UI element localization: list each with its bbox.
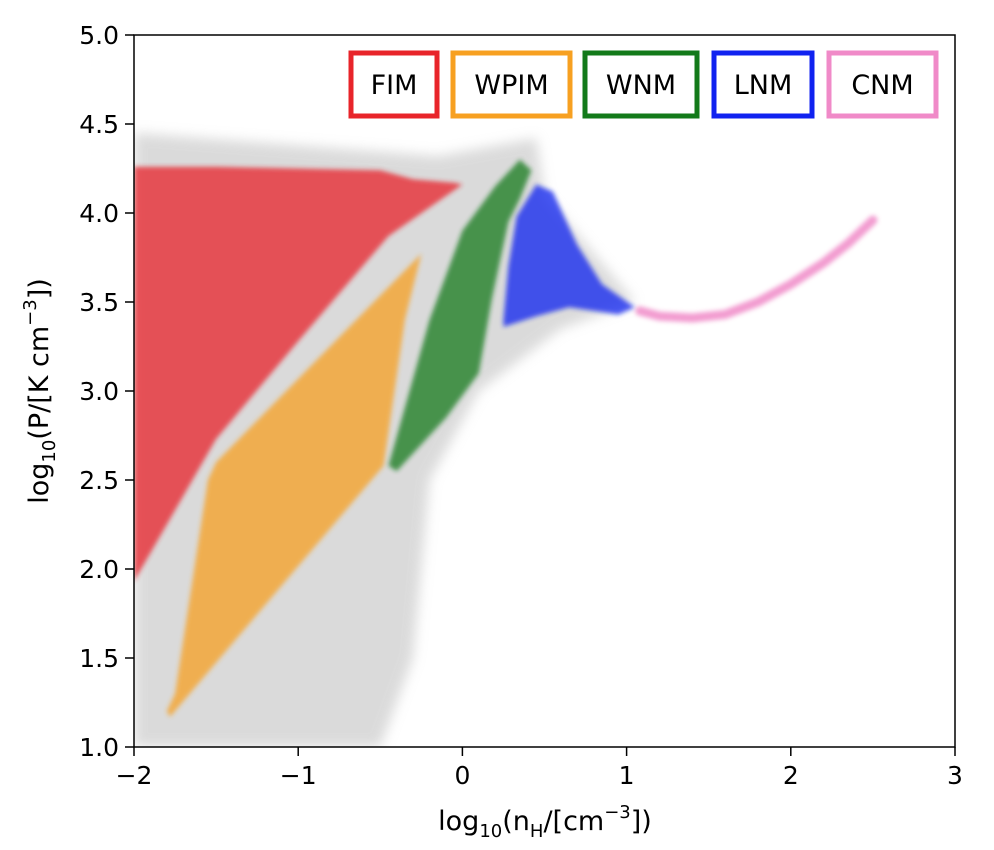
legend-box-lnm (711, 50, 815, 119)
legend-label-wpim: WPIM (474, 70, 548, 101)
legend-box-wpim (450, 50, 573, 119)
y-tick-label: 1.5 (79, 644, 119, 673)
x-tick-label: −2 (116, 761, 153, 790)
y-tick-label: 4.0 (79, 199, 119, 228)
region-wnm (388, 159, 532, 472)
x-tick-label: 2 (783, 761, 799, 790)
region-lnm (503, 184, 635, 327)
y-tick-label: 2.5 (79, 466, 119, 495)
region-wpim (166, 253, 422, 717)
y-tick-label: 5.0 (79, 21, 119, 50)
legend-box-cnm (826, 50, 939, 119)
x-tick-label: 0 (454, 761, 470, 790)
y-tick-label: 3.0 (79, 377, 119, 406)
x-tick-label: 1 (619, 761, 635, 790)
legend-label-fim: FIM (371, 70, 418, 101)
x-axis-ticks: −2 −1 0 1 2 3 (116, 747, 963, 790)
y-tick-label: 3.5 (79, 288, 119, 317)
legend-box-wnm (582, 50, 700, 119)
y-axis-ticks: 1.0 1.5 2.0 2.5 3.0 3.5 4.0 4.5 5.0 (79, 21, 134, 762)
regions-layer (134, 132, 878, 747)
legend: FIM WPIM WNM LNM CNM (348, 50, 939, 119)
region-cnm (635, 215, 878, 323)
region-fim (134, 166, 463, 582)
y-tick-label: 1.0 (79, 733, 119, 762)
y-tick-label: 4.5 (79, 110, 119, 139)
legend-label-cnm: CNM (851, 70, 913, 101)
x-tick-label: 3 (947, 761, 963, 790)
x-axis-title: log10(nH/[cm−3]) (438, 802, 652, 842)
x-tick-label: −1 (280, 761, 317, 790)
y-tick-label: 2.0 (79, 555, 119, 584)
y-axis-title: log10(P/[K cm−3]) (20, 278, 60, 504)
legend-box-fim (348, 50, 440, 119)
legend-label-wnm: WNM (606, 70, 676, 101)
legend-label-lnm: LNM (734, 70, 793, 101)
